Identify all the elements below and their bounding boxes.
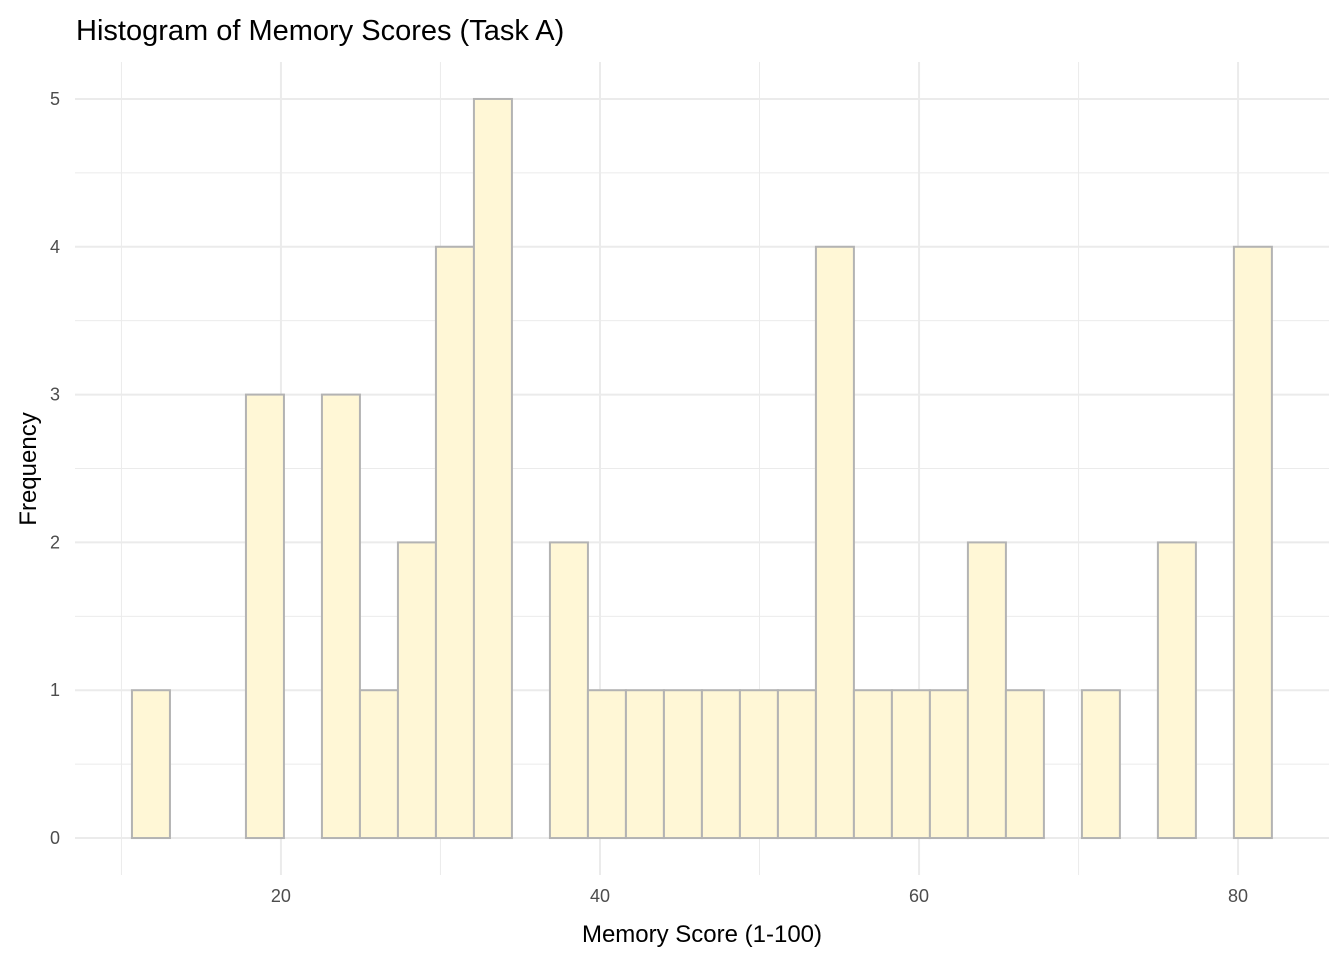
chart-title: Histogram of Memory Scores (Task A) — [76, 15, 564, 47]
histogram-bar — [1156, 541, 1197, 840]
y-tick-labels: 0 1 2 3 4 5 — [50, 89, 60, 848]
x-tick-label: 60 — [909, 886, 929, 906]
y-axis-label: Frequency — [15, 412, 42, 525]
x-axis-label: Memory Score (1-100) — [582, 921, 822, 948]
y-tick-label: 1 — [50, 680, 60, 700]
histogram-bar — [1004, 689, 1045, 840]
x-tick-label: 40 — [590, 886, 610, 906]
y-tick-label: 2 — [50, 532, 60, 552]
histogram-bar — [624, 689, 665, 840]
x-tick-label: 80 — [1228, 886, 1248, 906]
histogram-bar — [966, 541, 1007, 840]
histogram-bar — [396, 541, 437, 840]
histogram-bars — [130, 97, 1273, 840]
histogram-bar — [472, 97, 513, 840]
histogram-bar — [814, 245, 855, 840]
histogram-bar — [358, 689, 399, 840]
x-tick-label: 20 — [271, 886, 291, 906]
histogram-bar — [548, 541, 589, 840]
histogram-bar — [928, 689, 969, 840]
y-tick-label: 3 — [50, 385, 60, 405]
histogram-bar — [244, 393, 285, 840]
histogram-bar — [738, 689, 779, 840]
histogram-bar — [586, 689, 627, 840]
histogram-bar — [434, 245, 475, 840]
histogram-bar — [852, 689, 893, 840]
histogram-bar — [662, 689, 703, 840]
x-tick-labels: 20 40 60 80 — [271, 886, 1248, 906]
y-tick-label: 5 — [50, 89, 60, 109]
y-tick-label: 0 — [50, 828, 60, 848]
histogram-bar — [130, 689, 171, 840]
histogram-bar — [1232, 245, 1273, 840]
histogram-bar — [320, 393, 361, 840]
histogram-bar — [700, 689, 741, 840]
y-tick-label: 4 — [50, 237, 60, 257]
histogram-bar — [776, 689, 817, 840]
histogram-bar — [890, 689, 931, 840]
histogram-bar — [1080, 689, 1121, 840]
